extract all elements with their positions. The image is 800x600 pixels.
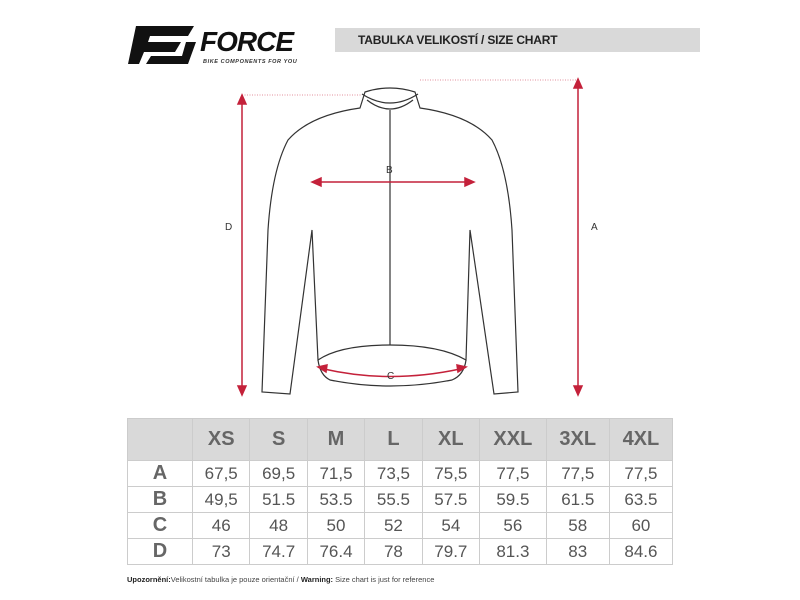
measurement-cell: 50 — [306, 512, 366, 539]
measurement-cell: 73 — [191, 538, 251, 565]
measurement-cell: 74.7 — [249, 538, 308, 565]
measurement-cell: 59.5 — [479, 486, 547, 513]
measurement-cell: 69,5 — [249, 460, 308, 487]
jersey-outline — [261, 87, 519, 395]
measurement-cell: 71,5 — [306, 460, 366, 487]
row-label: B — [127, 486, 193, 513]
dimension-lines — [236, 77, 584, 397]
dimension-label-b: B — [386, 165, 393, 176]
measurement-cell: 56 — [479, 512, 547, 539]
table-row: C 46 48 50 52 54 56 58 60 — [127, 512, 674, 539]
size-table: XS S M L XL XXL 3XL 4XL A 67,5 69,5 71,5 73,… — [127, 418, 674, 565]
table-row: A 67,5 69,5 71,5 73,5 75,5 77,5 77,5 77,5 — [127, 460, 674, 487]
measurement-cell: 67,5 — [191, 460, 251, 487]
measurement-cell: 75,5 — [421, 460, 481, 487]
table-row: D 73 74.7 76.4 78 79.7 81.3 83 84.6 — [127, 538, 674, 565]
logo-mark-icon — [128, 26, 196, 64]
warning-en-label: Warning: — [300, 575, 334, 584]
row-label: C — [127, 512, 193, 539]
measurement-cell: 48 — [249, 512, 308, 539]
dimension-label-d: D — [225, 222, 233, 233]
corner-cell — [127, 418, 193, 461]
page-title: TABULKA VELIKOSTÍ / SIZE CHART — [358, 33, 558, 47]
measurement-cell: 77,5 — [545, 460, 610, 487]
dimension-label-c: C — [387, 371, 395, 382]
warning-en-text: Size chart is just for reference — [335, 575, 435, 584]
measurement-cell: 73,5 — [364, 460, 423, 487]
size-column-header: M — [306, 418, 366, 461]
size-column-header: XXL — [479, 418, 547, 461]
dimension-label-a: A — [591, 222, 598, 233]
table-row: B 49,5 51.5 53.5 55.5 57.5 59.5 61.5 63.5 — [127, 486, 674, 513]
row-label: A — [127, 460, 193, 487]
measurement-cell: 60 — [608, 512, 674, 539]
guide-lines — [242, 79, 578, 96]
measurement-cell: 55.5 — [364, 486, 423, 513]
warning-cz-label: Upozornění: — [127, 575, 171, 584]
measurement-cell: 76.4 — [306, 538, 366, 565]
header-bar — [335, 28, 700, 52]
warning-cz-text: Velikostní tabulka je pouze orientační / — [170, 575, 301, 584]
row-label: D — [127, 538, 193, 565]
measurement-cell: 61.5 — [545, 486, 610, 513]
brand-name: FORCE — [200, 26, 294, 57]
measurement-cell: 77,5 — [608, 460, 674, 487]
size-column-header: XL — [421, 418, 481, 461]
measurement-cell: 63.5 — [608, 486, 674, 513]
size-column-header: S — [249, 418, 308, 461]
measurement-cell: 52 — [364, 512, 423, 539]
measurement-cell: 54 — [421, 512, 481, 539]
measurement-cell: 53.5 — [306, 486, 366, 513]
size-column-header: 4XL — [608, 418, 674, 461]
measurement-cell: 81.3 — [479, 538, 547, 565]
size-column-header: 3XL — [545, 418, 610, 461]
measurement-cell: 78 — [364, 538, 423, 565]
measurement-cell: 84.6 — [608, 538, 674, 565]
measurement-cell: 46 — [191, 512, 251, 539]
jersey-diagram — [236, 77, 584, 397]
brand-tagline: BIKE COMPONENTS FOR YOU — [203, 59, 298, 65]
measurement-cell: 57.5 — [421, 486, 481, 513]
measurement-cell: 49,5 — [191, 486, 251, 513]
measurement-cell: 77,5 — [479, 460, 547, 487]
measurement-cell: 58 — [545, 512, 610, 539]
measurement-cell: 83 — [545, 538, 610, 565]
size-column-header: L — [364, 418, 423, 461]
footer-note: Upozornění:Velikostní tabulka je pouze o… — [127, 575, 434, 585]
force-logo — [126, 24, 198, 71]
measurement-cell: 79.7 — [421, 538, 481, 565]
measurement-cell: 51.5 — [249, 486, 308, 513]
size-column-header: XS — [191, 418, 251, 461]
size-header-row: XS S M L XL XXL 3XL 4XL — [127, 418, 674, 461]
